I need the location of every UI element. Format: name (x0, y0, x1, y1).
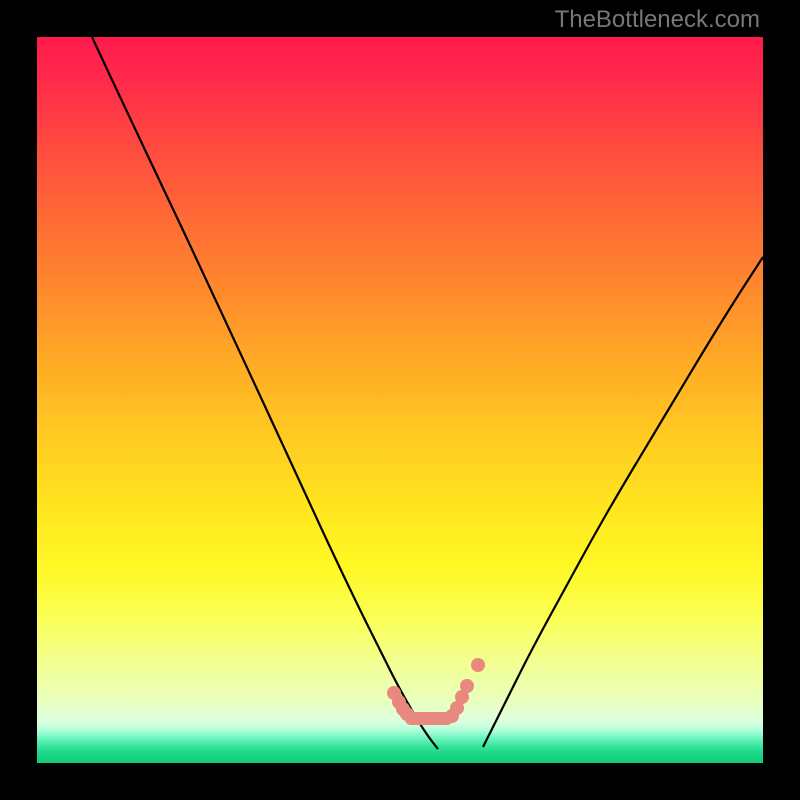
plot-background (37, 37, 763, 763)
watermark-text: TheBottleneck.com (555, 6, 760, 34)
chart-container: TheBottleneck.com (0, 0, 800, 800)
chart-svg (0, 0, 800, 800)
